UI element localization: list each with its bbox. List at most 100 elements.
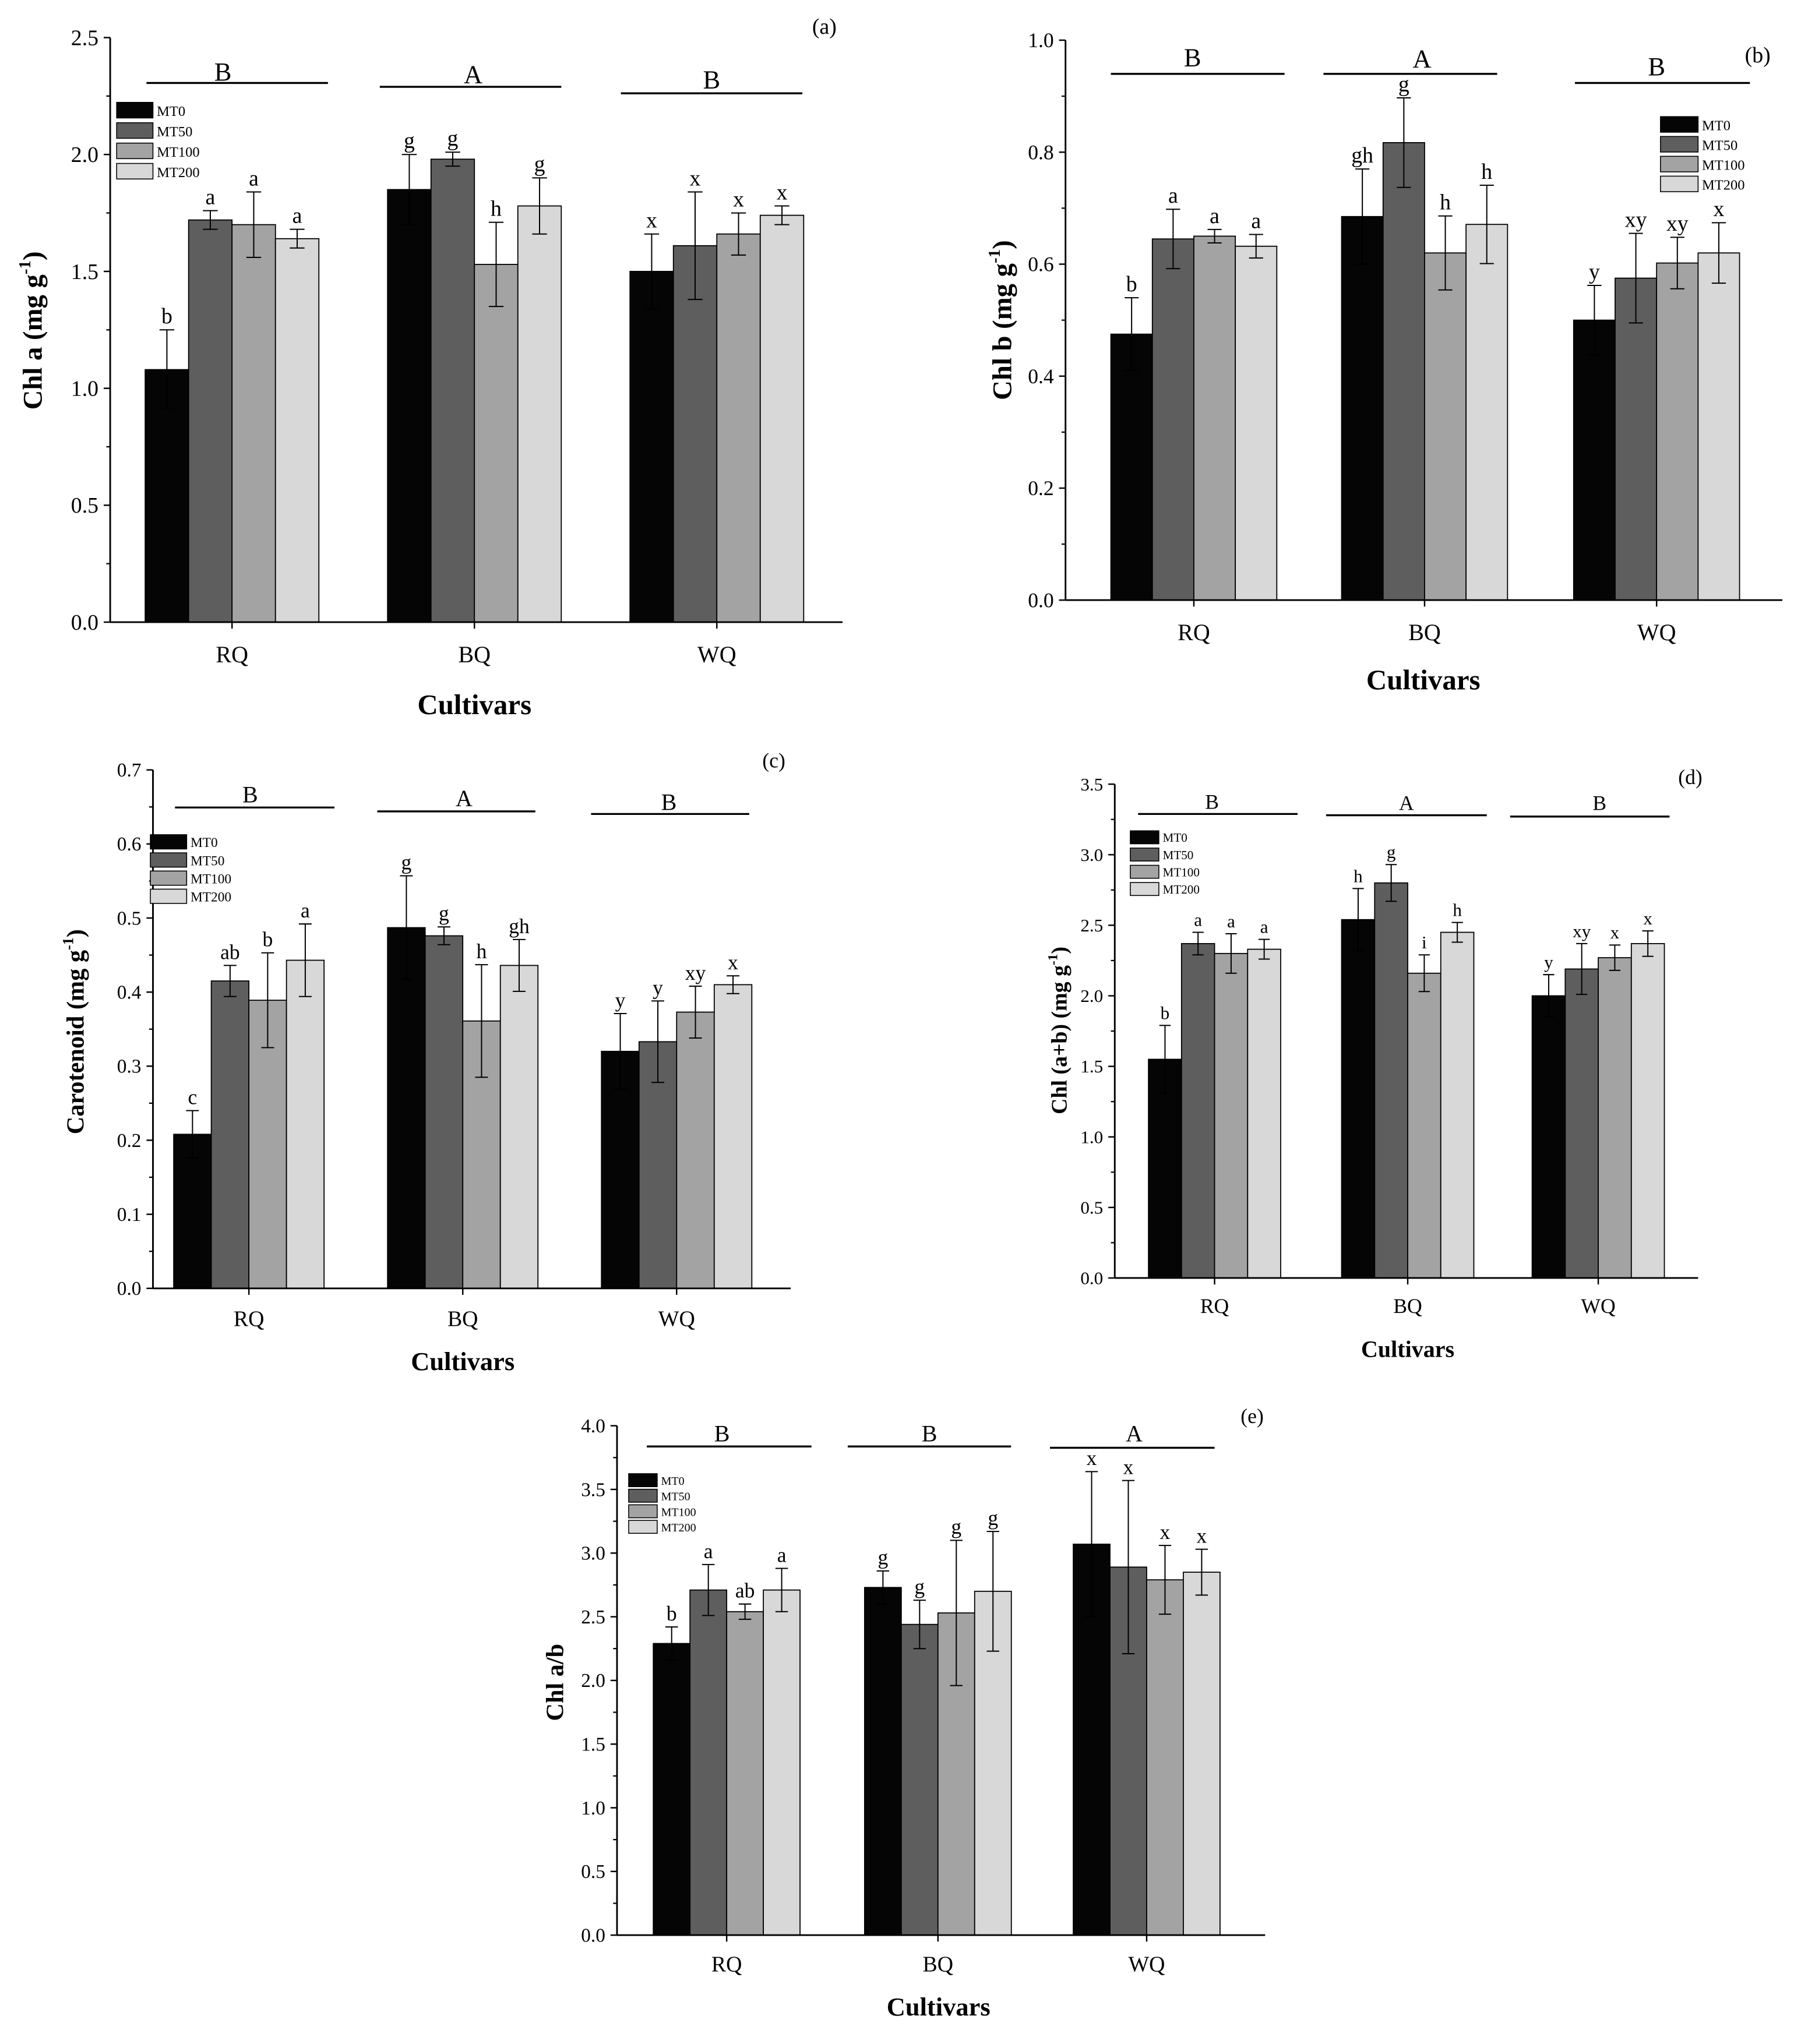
error-bar-e-RQ-MT0 <box>665 1626 678 1661</box>
legend-label-MT0: MT0 <box>1163 831 1187 845</box>
legend-swatch-MT50 <box>150 852 188 868</box>
y-axis-title-text: Chl b (mg g <box>988 263 1018 400</box>
y-axis-title-text: Chl (a+b) (mg g <box>1047 965 1072 1114</box>
y-axis-title-text: Chl a (mg g <box>18 274 48 409</box>
legend-label-MT200: MT200 <box>1163 882 1200 896</box>
bar-a-BQ-MT200 <box>517 205 562 623</box>
legend-label-MT200: MT200 <box>191 890 231 905</box>
significance-letter-a-RQ-MT50: a <box>206 185 216 209</box>
x-axis-title-d: Cultivars <box>1361 1336 1454 1362</box>
error-bar-b-RQ-MT0 <box>1125 297 1139 372</box>
error-bar-b-BQ-MT100 <box>1438 215 1453 291</box>
bar-d-WQ-MT50 <box>1564 968 1599 1279</box>
significance-letter-a-BQ-MT0: g <box>404 129 415 153</box>
significance-letter-b-BQ-MT100: h <box>1440 190 1451 215</box>
group-letter-a-RQ: B <box>214 57 232 86</box>
error-bar-c-WQ-MT200 <box>727 975 740 994</box>
significance-letter-b-RQ-MT0: b <box>1126 272 1137 296</box>
panel-label-b: (b) <box>1745 43 1771 68</box>
bar-d-RQ-MT200 <box>1247 948 1281 1279</box>
group-letter-c-WQ: B <box>661 789 677 816</box>
y-tick-label: 2.0 <box>1080 986 1103 1006</box>
significance-letter-b-BQ-MT0: gh <box>1351 143 1373 168</box>
y-tick-label: 1.5 <box>71 260 98 284</box>
category-label-d-WQ: WQ <box>1581 1294 1616 1318</box>
error-bar-c-BQ-MT200 <box>513 938 526 992</box>
significance-letter-a-WQ-MT50: x <box>690 166 701 190</box>
y-axis-title-e: Chl a/b <box>542 1644 569 1721</box>
legend-label-MT200: MT200 <box>1702 178 1744 193</box>
legend-label-MT0: MT0 <box>157 104 185 119</box>
y-axis-title-tail: ) <box>988 240 1018 249</box>
legend-label-MT200: MT200 <box>157 165 199 181</box>
significance-letter-a-RQ-MT200: a <box>292 204 302 228</box>
significance-letter-d-WQ-MT0: y <box>1544 952 1553 972</box>
error-bar-a-RQ-MT50 <box>203 210 218 230</box>
group-letter-e-BQ: B <box>922 1420 937 1446</box>
category-label-e-BQ: BQ <box>923 1952 954 1976</box>
significance-letter-e-RQ-MT50: a <box>704 1540 713 1563</box>
error-bar-e-WQ-MT200 <box>1195 1548 1208 1596</box>
significance-letter-c-RQ-MT100: b <box>263 928 273 951</box>
significance-letter-c-BQ-MT50: g <box>439 902 449 925</box>
bar-e-WQ-MT100 <box>1146 1579 1184 1936</box>
error-bar-e-RQ-MT200 <box>775 1568 788 1612</box>
y-tick-label: 3.5 <box>581 1479 605 1501</box>
error-bar-a-WQ-MT50 <box>688 191 703 301</box>
error-bar-d-RQ-MT0 <box>1159 1025 1171 1094</box>
y-axis-title-superscript: -1 <box>1046 954 1061 966</box>
legend-swatch-MT100 <box>1130 864 1159 879</box>
significance-letter-e-BQ-MT50: g <box>914 1575 925 1598</box>
significance-letter-e-BQ-MT100: g <box>951 1515 961 1538</box>
significance-letter-d-WQ-MT100: x <box>1610 922 1620 942</box>
significance-letter-b-BQ-MT200: h <box>1481 160 1492 184</box>
y-axis-title-superscript: -1 <box>60 937 77 950</box>
legend-swatch-MT0 <box>116 102 154 119</box>
category-label-b-BQ: BQ <box>1408 619 1441 645</box>
bar-b-RQ-MT100 <box>1193 235 1236 601</box>
significance-letter-a-BQ-MT100: h <box>491 197 502 221</box>
error-bar-b-RQ-MT100 <box>1207 228 1222 243</box>
y-axis-title-c: Carotenoid (mg g-1) <box>60 929 90 1134</box>
legend-c: MT0 MT50 MT100 MT200 <box>150 834 231 905</box>
bar-d-RQ-MT100 <box>1214 952 1249 1279</box>
bar-b-BQ-MT0 <box>1341 216 1384 601</box>
category-label-a-BQ: BQ <box>458 641 491 668</box>
significance-letter-d-BQ-MT0: h <box>1354 866 1363 886</box>
significance-letter-b-RQ-MT200: a <box>1251 209 1261 233</box>
legend-swatch-MT50 <box>116 122 154 139</box>
y-tick-label: 0.0 <box>581 1925 605 1946</box>
bar-a-BQ-MT100 <box>474 264 519 623</box>
error-bar-a-WQ-MT200 <box>774 205 789 225</box>
significance-letter-b-WQ-MT200: x <box>1714 197 1725 221</box>
y-tick-label: 1.5 <box>581 1734 605 1756</box>
significance-letter-b-WQ-MT100: xy <box>1666 211 1689 236</box>
error-bar-e-RQ-MT50 <box>702 1563 715 1616</box>
bar-a-WQ-MT0 <box>629 271 674 623</box>
category-label-b-RQ: RQ <box>1178 619 1210 645</box>
x-axis-title-b: Cultivars <box>1366 664 1481 696</box>
error-bar-b-WQ-MT0 <box>1587 285 1602 356</box>
y-tick-label: 0.4 <box>1028 365 1054 388</box>
error-bar-c-WQ-MT100 <box>689 985 702 1039</box>
bar-a-RQ-MT100 <box>231 224 276 623</box>
bar-b-BQ-MT200 <box>1465 224 1508 601</box>
legend-label-MT100: MT100 <box>191 871 231 887</box>
y-tick-label: 0.5 <box>1080 1197 1103 1217</box>
significance-letter-e-RQ-MT0: b <box>667 1602 677 1625</box>
legend-label-MT100: MT100 <box>1702 158 1744 174</box>
error-bar-b-RQ-MT200 <box>1249 234 1263 259</box>
error-bar-c-BQ-MT50 <box>437 926 450 945</box>
legend-label-MT100: MT100 <box>661 1506 696 1519</box>
bar-d-BQ-MT50 <box>1374 882 1408 1279</box>
error-bar-b-BQ-MT0 <box>1355 168 1370 265</box>
error-bar-b-WQ-MT100 <box>1670 236 1684 290</box>
bar-b-WQ-MT0 <box>1573 319 1616 601</box>
legend-label-MT50: MT50 <box>1163 848 1194 862</box>
error-bar-e-BQ-MT100 <box>950 1540 963 1686</box>
legend-swatch-MT0 <box>1130 830 1159 845</box>
bar-d-BQ-MT0 <box>1341 919 1376 1279</box>
y-tick-label: 2.5 <box>71 26 98 50</box>
